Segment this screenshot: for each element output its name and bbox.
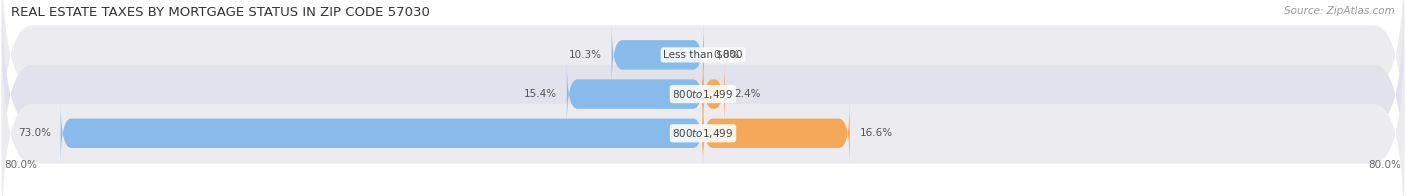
- Text: $800 to $1,499: $800 to $1,499: [672, 88, 734, 101]
- Text: 80.0%: 80.0%: [1368, 160, 1402, 170]
- Text: 80.0%: 80.0%: [4, 160, 38, 170]
- FancyBboxPatch shape: [567, 62, 704, 126]
- Text: 73.0%: 73.0%: [18, 128, 51, 138]
- FancyBboxPatch shape: [60, 101, 704, 166]
- Text: REAL ESTATE TAXES BY MORTGAGE STATUS IN ZIP CODE 57030: REAL ESTATE TAXES BY MORTGAGE STATUS IN …: [11, 6, 430, 19]
- FancyBboxPatch shape: [612, 23, 704, 87]
- FancyBboxPatch shape: [1, 26, 1405, 196]
- FancyBboxPatch shape: [1, 0, 1405, 163]
- Text: $800 to $1,499: $800 to $1,499: [672, 127, 734, 140]
- Text: Source: ZipAtlas.com: Source: ZipAtlas.com: [1284, 6, 1395, 16]
- Text: 16.6%: 16.6%: [859, 128, 893, 138]
- Text: Less than $800: Less than $800: [664, 50, 742, 60]
- Text: 0.0%: 0.0%: [713, 50, 740, 60]
- FancyBboxPatch shape: [702, 62, 725, 126]
- Text: 2.4%: 2.4%: [734, 89, 761, 99]
- Text: 15.4%: 15.4%: [524, 89, 557, 99]
- Text: 10.3%: 10.3%: [569, 50, 602, 60]
- FancyBboxPatch shape: [702, 101, 849, 166]
